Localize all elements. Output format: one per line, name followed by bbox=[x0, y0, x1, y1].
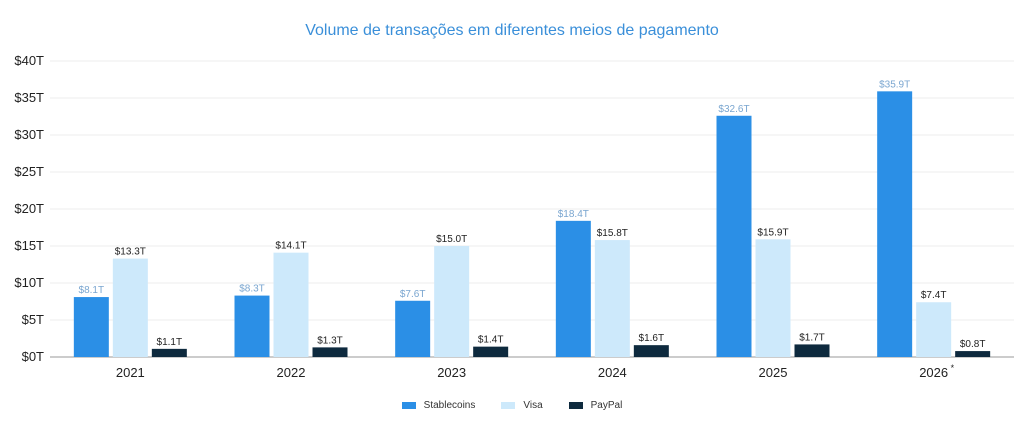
bar-paypal-2023 bbox=[473, 346, 509, 357]
y-tick-label: $25T bbox=[14, 164, 44, 179]
bar-visa-2022 bbox=[273, 252, 309, 357]
category-footnote-mark: * bbox=[951, 363, 955, 373]
data-label: $13.3T bbox=[115, 247, 146, 258]
data-label: $1.7T bbox=[799, 332, 825, 343]
data-label: $1.6T bbox=[639, 333, 665, 344]
data-label: $32.6T bbox=[718, 104, 749, 115]
bar-visa-2021 bbox=[112, 258, 148, 357]
bar-stablecoins-2024 bbox=[555, 220, 591, 357]
data-label: $18.4T bbox=[558, 209, 589, 220]
legend-swatch bbox=[501, 402, 516, 409]
bar-paypal-2022 bbox=[312, 347, 348, 357]
y-tick-label: $40T bbox=[14, 53, 44, 68]
legend-item: PayPal bbox=[568, 400, 623, 411]
bar-paypal-2025 bbox=[794, 344, 830, 357]
bar-visa-2024 bbox=[594, 240, 630, 357]
bar-stablecoins-2023 bbox=[395, 300, 431, 357]
data-label: $7.4T bbox=[921, 290, 947, 301]
bar-stablecoins-2026 bbox=[877, 91, 913, 357]
y-tick-label: $20T bbox=[14, 201, 44, 216]
chart-title: Volume de transações em diferentes meios… bbox=[305, 22, 719, 39]
x-category-label: 2025 bbox=[759, 365, 788, 380]
x-category-label: 2023 bbox=[437, 365, 466, 380]
data-label: $7.6T bbox=[400, 289, 426, 300]
legend-label: Stablecoins bbox=[423, 400, 476, 411]
bar-visa-2025 bbox=[755, 239, 791, 357]
data-label: $1.4T bbox=[478, 335, 504, 346]
bar-stablecoins-2025 bbox=[716, 115, 752, 357]
data-label: $8.3T bbox=[239, 284, 265, 295]
x-category-label: 2026 bbox=[919, 365, 948, 380]
legend: Stablecoins Visa PayPal bbox=[0, 400, 1024, 411]
y-tick-label: $35T bbox=[14, 90, 44, 105]
data-label: $35.9T bbox=[879, 79, 910, 90]
legend-label: Visa bbox=[523, 400, 543, 411]
data-label: $0.8T bbox=[960, 339, 986, 350]
data-label: $8.1T bbox=[79, 285, 105, 296]
x-category-label: 2024 bbox=[598, 365, 627, 380]
x-category-label: 2021 bbox=[116, 365, 145, 380]
data-label: $15.9T bbox=[757, 227, 788, 238]
data-label: $14.1T bbox=[275, 241, 306, 252]
bar-stablecoins-2022 bbox=[234, 295, 270, 357]
y-tick-label: $0T bbox=[22, 349, 44, 364]
bar-paypal-2024 bbox=[633, 345, 669, 357]
data-label: $15.0T bbox=[436, 234, 467, 245]
data-label: $1.1T bbox=[157, 337, 183, 348]
y-tick-label: $5T bbox=[22, 312, 44, 327]
legend-item: Visa bbox=[501, 400, 543, 411]
data-label: $15.8T bbox=[597, 228, 628, 239]
legend-label: PayPal bbox=[590, 400, 623, 411]
bar-visa-2026 bbox=[916, 302, 952, 357]
y-tick-label: $30T bbox=[14, 127, 44, 142]
bar-visa-2023 bbox=[434, 246, 470, 357]
legend-swatch bbox=[568, 402, 583, 409]
bar-paypal-2026 bbox=[955, 351, 991, 357]
legend-swatch bbox=[401, 402, 416, 409]
bar-paypal-2021 bbox=[151, 348, 187, 357]
x-category-label: 2022 bbox=[277, 365, 306, 380]
legend-item: Stablecoins bbox=[401, 400, 476, 411]
y-tick-label: $10T bbox=[14, 275, 44, 290]
data-label: $1.3T bbox=[317, 335, 343, 346]
y-tick-label: $15T bbox=[14, 238, 44, 253]
bar-stablecoins-2021 bbox=[73, 297, 109, 357]
